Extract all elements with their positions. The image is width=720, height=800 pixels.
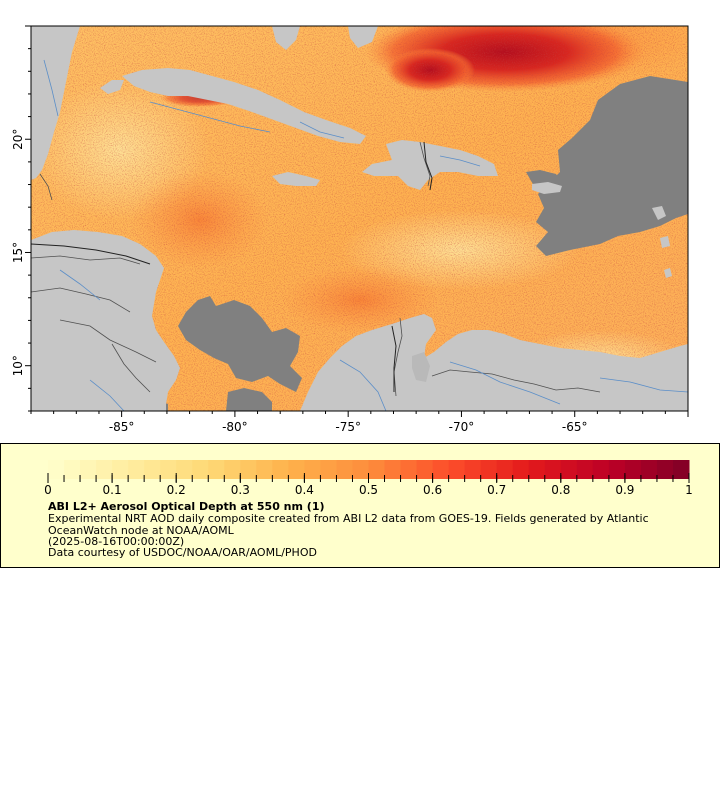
legend-title: ABI L2+ Aerosol Optical Depth at 550 nm … (48, 500, 325, 513)
colorbar-ticks: 0 0.1 0.2 0.3 0.4 0.5 0.6 0.7 0.8 0.9 1 (44, 473, 693, 497)
colorbar-cell (176, 460, 193, 479)
colorbar-tick-label: 1 (685, 483, 693, 497)
colorbar-cell (80, 460, 97, 479)
land-bahamas (348, 26, 378, 48)
y-tick-label: 20° (11, 129, 25, 150)
x-tick-label: -85° (109, 420, 135, 434)
land-yucatan (31, 26, 80, 180)
colorbar-cell (384, 460, 402, 479)
colorbar-cells (48, 460, 690, 479)
rivers (43, 59, 688, 411)
colorbar-cell (96, 460, 113, 479)
land-lake-maracaibo (412, 352, 430, 382)
map-ticks (25, 25, 689, 417)
colorbar-cell (496, 460, 514, 479)
y-tick-label: 15° (11, 242, 25, 263)
colorbar-cell (64, 460, 81, 479)
map-tick-labels: -85° -80° -75° -70° -65° 20° 15° 10° (11, 129, 588, 434)
colorbar-tick-label: 0.8 (551, 483, 570, 497)
colorbar-cell (560, 460, 578, 479)
colorbar-cell (640, 460, 658, 479)
legend-credit: Data courtesy of USDOC/NOAA/OAR/AOML/PHO… (48, 546, 317, 559)
colorbar-cell (288, 460, 305, 479)
x-tick-label: -80° (222, 420, 248, 434)
colorbar-cell (624, 460, 642, 479)
colorbar-cell (672, 460, 690, 479)
colorbar-cell (368, 460, 386, 479)
colorbar-tick-label: 0.4 (295, 483, 314, 497)
colorbar-tick-label: 0.9 (615, 483, 634, 497)
colorbar-cell (256, 460, 273, 479)
colorbar-cell (224, 460, 241, 479)
country-borders (31, 141, 601, 397)
colorbar-tick-label: 0.7 (487, 483, 506, 497)
land-hispaniola (362, 140, 498, 190)
y-tick-label: 10° (11, 355, 25, 376)
no-data-region-south (226, 388, 272, 411)
land-jamaica (272, 172, 320, 186)
colorbar-cell (464, 460, 482, 479)
map-frame (30, 25, 689, 412)
colorbar-cell (528, 460, 546, 479)
aod-map: -85° -80° -75° -70° -65° 20° 15° 10° (11, 25, 689, 434)
colorbar-cell (512, 460, 530, 479)
land-south-america (300, 314, 688, 411)
x-tick-label: -75° (335, 420, 361, 434)
land-florida-keys (272, 26, 300, 50)
map-figure: -85° -80° -75° -70° -65° 20° 15° 10° (11, 25, 689, 434)
colorbar: 0 0.1 0.2 0.3 0.4 0.5 0.6 0.7 0.8 0.9 1 (44, 460, 693, 497)
land-cuba (122, 68, 366, 144)
colorbar-tick-label: 0.6 (423, 483, 442, 497)
colorbar-tick-label: 0.3 (231, 483, 250, 497)
national-border (391, 325, 397, 392)
colorbar-cell (48, 460, 65, 479)
colorbar-cell (400, 460, 418, 479)
colorbar-cell (128, 460, 145, 479)
colorbar-cell (592, 460, 610, 479)
map-plot-area (31, 26, 688, 411)
national-border (423, 141, 433, 191)
x-tick-label: -65° (562, 420, 588, 434)
legend-description: Experimental NRT AOD daily composite cre… (48, 512, 649, 537)
land-cuba-west (100, 80, 124, 94)
colorbar-tick-label: 0.1 (103, 483, 122, 497)
colorbar-cell (416, 460, 434, 479)
colorbar-tick-label: 0.5 (359, 483, 378, 497)
land-lesser-antilles (652, 206, 682, 358)
colorbar-cell (240, 460, 257, 479)
land-puerto-rico (532, 182, 562, 194)
no-data-region-central (178, 296, 302, 392)
national-border (31, 243, 151, 265)
no-data-region-east (536, 76, 688, 256)
colorbar-cell (336, 460, 353, 479)
colorbar-cell (352, 460, 369, 479)
colorbar-cell (576, 460, 594, 479)
colorbar-cell (112, 460, 129, 479)
colorbar-cell (608, 460, 626, 479)
colorbar-tick-label: 0.2 (167, 483, 186, 497)
colorbar-cell (272, 460, 289, 479)
colorbar-cell (144, 460, 161, 479)
colorbar-cell (480, 460, 498, 479)
colorbar-cell (656, 460, 674, 479)
legend-panel: 0 0.1 0.2 0.3 0.4 0.5 0.6 0.7 0.8 0.9 1 ABI L2+ Ae… (0, 443, 720, 568)
colorbar-cell (208, 460, 225, 479)
colorbar-cell (432, 460, 450, 479)
colorbar-cell (192, 460, 209, 479)
x-tick-label: -70° (449, 420, 475, 434)
colorbar-cell (320, 460, 337, 479)
colorbar-cell (448, 460, 466, 479)
colorbar-cell (160, 460, 177, 479)
colorbar-cell (544, 460, 562, 479)
colorbar-cell (304, 460, 321, 479)
colorbar-tick-label: 0 (44, 483, 52, 497)
land-central-america (31, 230, 180, 411)
legend-timestamp: (2025-08-16T00:00:00Z) (48, 535, 185, 548)
